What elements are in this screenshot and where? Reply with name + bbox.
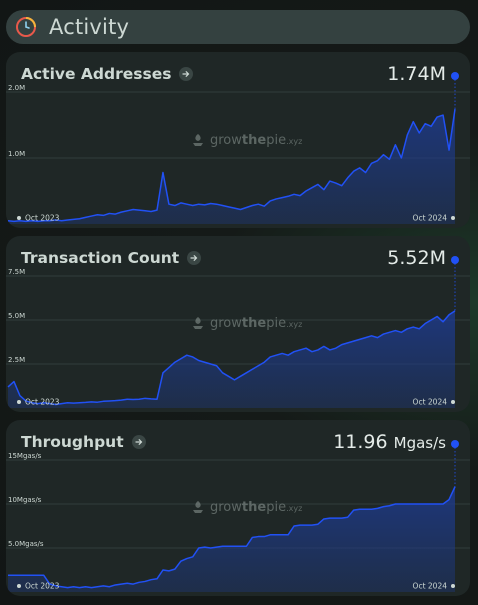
- latest-value: 11.96 Mgas/s: [333, 431, 446, 453]
- x-start-label: Oct 2023: [25, 398, 60, 407]
- growthepie-logo-icon: [193, 317, 203, 329]
- watermark-text: growthepie.xyz: [210, 499, 303, 515]
- latest-value-number: 5.52M: [387, 247, 446, 269]
- y-tick-label: 15Mgas/s: [8, 452, 42, 460]
- card-title-text: Active Addresses: [21, 65, 172, 83]
- latest-value-unit: Mgas/s: [393, 434, 446, 452]
- x-end-label: Oct 2024: [413, 214, 448, 223]
- watermark: growthepie.xyz: [190, 315, 302, 331]
- card-title[interactable]: Active Addresses: [21, 65, 194, 83]
- y-tick-label: 5.0Mgas/s: [8, 540, 44, 548]
- latest-marker: [451, 256, 459, 264]
- throughput-card[interactable]: 15Mgas/s 10Mgas/s 5.0Mgas/s Oct 2023 Oct 202…: [6, 420, 470, 596]
- growthepie-logo-icon: [193, 134, 203, 146]
- latest-value-number: 1.74M: [387, 63, 446, 85]
- date-start-dot: [17, 216, 21, 220]
- date-start-dot: [17, 400, 21, 404]
- series-area: [8, 310, 455, 408]
- active-addresses-chart[interactable]: 2.0M 1.0M Oct 2023 Oct 2024: [6, 52, 470, 228]
- growthepie-logo-icon: [193, 501, 203, 513]
- date-start-dot: [17, 584, 21, 588]
- date-end-dot: [451, 584, 455, 588]
- watermark-text: growthepie.xyz: [210, 315, 303, 331]
- series-line: [7, 310, 456, 406]
- section-title: Activity: [49, 15, 130, 39]
- latest-value-number: 11.96: [333, 431, 388, 453]
- latest-value: 1.74M: [387, 63, 446, 85]
- series-area: [8, 109, 455, 224]
- x-start-label: Oct 2023: [25, 214, 60, 223]
- arrow-right-icon[interactable]: [131, 435, 146, 449]
- activity-clock-icon: [16, 17, 36, 37]
- activity-header: Activity: [6, 10, 470, 44]
- card-title[interactable]: Throughput: [21, 433, 146, 451]
- transaction-count-card[interactable]: 7.5M 5.0M 2.5M Oct 2023 Oct 2024 Transaction…: [6, 236, 470, 412]
- series-line: [8, 486, 456, 589]
- card-title[interactable]: Transaction Count: [21, 249, 202, 267]
- series-line: [7, 109, 456, 223]
- series-area: [8, 486, 455, 592]
- latest-value: 5.52M: [387, 247, 446, 269]
- date-end-dot: [451, 216, 455, 220]
- card-title-text: Throughput: [21, 433, 124, 451]
- watermark-text: growthepie.xyz: [210, 132, 303, 148]
- watermark: growthepie.xyz: [190, 499, 302, 515]
- y-tick-label: 7.5M: [8, 268, 25, 276]
- card-title-text: Transaction Count: [21, 249, 180, 267]
- watermark: growthepie.xyz: [190, 132, 302, 148]
- y-tick-label: 10Mgas/s: [8, 496, 42, 504]
- arrow-right-icon[interactable]: [187, 251, 202, 265]
- arrow-right-icon[interactable]: [179, 67, 194, 81]
- x-end-label: Oct 2024: [413, 582, 448, 591]
- x-start-label: Oct 2023: [25, 582, 60, 591]
- latest-marker: [451, 72, 459, 80]
- x-end-label: Oct 2024: [413, 398, 448, 407]
- y-tick-label: 1.0M: [8, 150, 25, 158]
- y-tick-label: 2.0M: [8, 84, 25, 92]
- transaction-count-chart[interactable]: 7.5M 5.0M 2.5M Oct 2023 Oct 2024: [6, 236, 470, 412]
- date-end-dot: [451, 400, 455, 404]
- y-tick-label: 5.0M: [8, 312, 25, 320]
- active-addresses-card[interactable]: 2.0M 1.0M Oct 2023 Oct 2024 Active Addresse…: [6, 52, 470, 228]
- latest-marker: [451, 440, 459, 448]
- throughput-chart[interactable]: 15Mgas/s 10Mgas/s 5.0Mgas/s Oct 2023 Oct 202…: [6, 420, 470, 596]
- y-tick-label: 2.5M: [8, 356, 25, 364]
